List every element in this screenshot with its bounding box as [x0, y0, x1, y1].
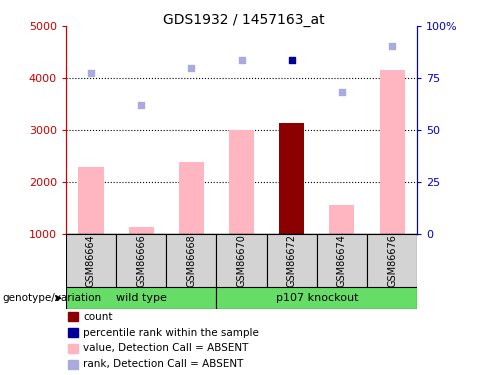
FancyBboxPatch shape [66, 287, 217, 309]
Text: count: count [83, 312, 112, 322]
Bar [179, 162, 204, 234]
Text: GDS1932 / 1457163_at: GDS1932 / 1457163_at [163, 13, 325, 27]
Text: wild type: wild type [116, 293, 166, 303]
Text: p107 knockout: p107 knockout [276, 293, 358, 303]
FancyBboxPatch shape [217, 234, 266, 287]
Text: GSM86672: GSM86672 [287, 234, 297, 287]
Text: GSM86670: GSM86670 [237, 234, 246, 287]
Bar [229, 130, 254, 234]
Point [338, 89, 346, 95]
Point [388, 43, 396, 49]
Point [87, 70, 95, 76]
Text: value, Detection Call = ABSENT: value, Detection Call = ABSENT [83, 344, 248, 353]
Text: GSM86674: GSM86674 [337, 234, 347, 287]
Bar [129, 226, 154, 234]
Text: rank, Detection Call = ABSENT: rank, Detection Call = ABSENT [83, 359, 244, 369]
Bar [380, 70, 405, 234]
Point [288, 57, 296, 63]
FancyBboxPatch shape [317, 234, 367, 287]
Point [137, 102, 145, 108]
Point [238, 57, 245, 63]
Bar [79, 167, 103, 234]
Text: percentile rank within the sample: percentile rank within the sample [83, 328, 259, 338]
Bar [329, 205, 354, 234]
FancyBboxPatch shape [116, 234, 166, 287]
Bar [279, 123, 305, 234]
FancyBboxPatch shape [266, 234, 317, 287]
Text: GSM86664: GSM86664 [86, 234, 96, 287]
FancyBboxPatch shape [367, 234, 417, 287]
Text: GSM86668: GSM86668 [186, 234, 196, 287]
FancyBboxPatch shape [166, 234, 217, 287]
FancyBboxPatch shape [66, 234, 116, 287]
Text: genotype/variation: genotype/variation [2, 293, 102, 303]
Text: GSM86676: GSM86676 [387, 234, 397, 287]
Text: GSM86666: GSM86666 [136, 234, 146, 287]
Point [187, 65, 195, 71]
FancyBboxPatch shape [217, 287, 417, 309]
